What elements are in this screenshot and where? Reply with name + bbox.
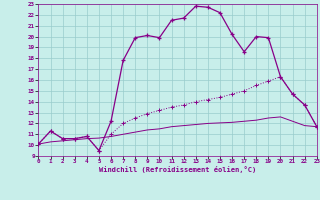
X-axis label: Windchill (Refroidissement éolien,°C): Windchill (Refroidissement éolien,°C) — [99, 166, 256, 173]
